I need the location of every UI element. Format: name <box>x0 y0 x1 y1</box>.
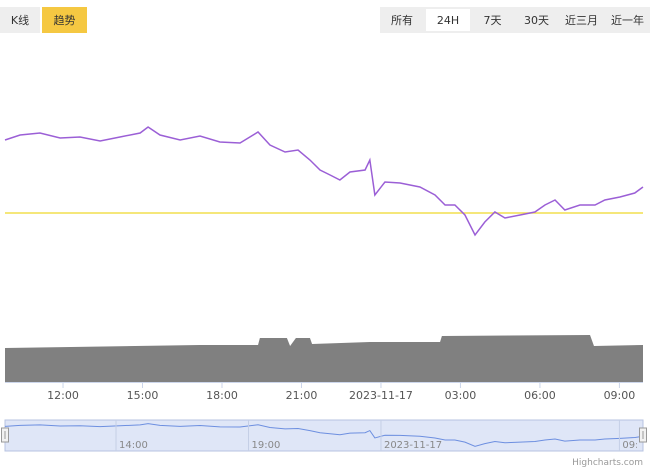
x-tick-label: 15:00 <box>127 389 159 402</box>
credit: Highcharts.com <box>572 458 643 468</box>
range-button[interactable]: 近一年 <box>611 13 644 27</box>
range-group-bg <box>380 7 650 33</box>
x-tick-label: 21:00 <box>286 389 318 402</box>
x-tick-label: 09:00 <box>604 389 636 402</box>
x-tick-label: 12:00 <box>47 389 79 402</box>
price-line <box>5 127 643 235</box>
toolbar: K线 趋势 所有 24H 7天 30天 近三月近一年 <box>0 7 650 33</box>
navigator-tick-label: 14:00 <box>119 440 148 451</box>
x-tick-label: 18:00 <box>206 389 238 402</box>
tab-label[interactable]: K线 <box>11 13 29 27</box>
range-button[interactable]: 所有 <box>391 13 413 27</box>
plot: 12:00 15:00 18:00 21:00 2023-11-17 03:00 06:00… <box>2 127 650 451</box>
x-tick-label: 2023-11-17 <box>349 389 413 402</box>
tab-label[interactable]: 趋势 <box>54 14 76 27</box>
navigator-tick-label: 2023-11-17 <box>384 440 442 451</box>
navigator-tick-label: 19:00 <box>251 440 280 451</box>
range-button[interactable]: 7天 <box>484 14 502 27</box>
range-button[interactable]: 近三月 <box>565 14 598 27</box>
range-button[interactable]: 24H <box>437 14 459 27</box>
x-tick-label: 06:00 <box>524 389 556 402</box>
volume-area <box>5 335 643 382</box>
x-tick-label: 03:00 <box>445 389 477 402</box>
range-button[interactable]: 30天 <box>524 14 549 27</box>
navigator-bg <box>5 420 643 451</box>
